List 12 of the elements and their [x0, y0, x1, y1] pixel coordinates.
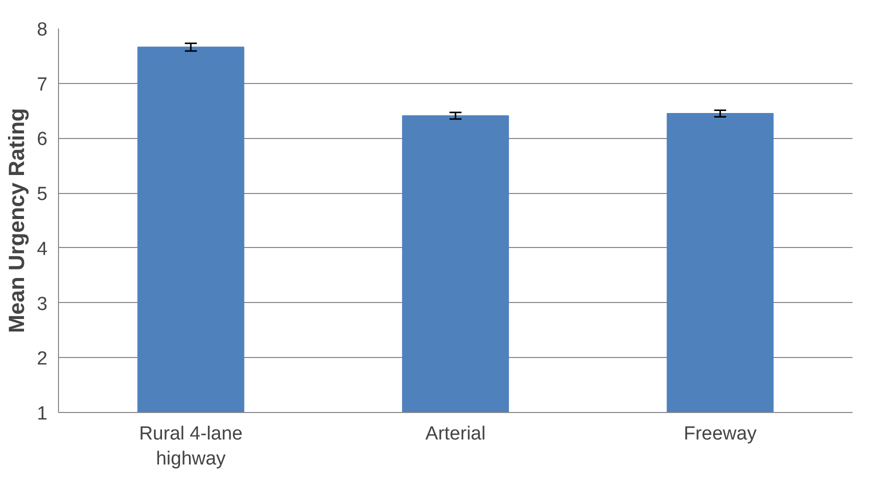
y-tick-label: 3	[36, 294, 48, 315]
x-tick-label: Freeway	[684, 424, 758, 444]
y-axis-title: Mean Urgency Rating	[4, 108, 29, 333]
y-tick-label: 7	[36, 74, 48, 96]
y-tick-label: 5	[36, 184, 48, 206]
y-tick-label: 2	[36, 348, 48, 370]
x-tick-label: Arterial	[425, 424, 486, 444]
y-tick-label: 8	[36, 20, 48, 40]
y-tick-label: 1	[36, 404, 48, 424]
x-tick-label: Rural 4-lane highway	[139, 424, 243, 470]
y-tick-label: 6	[36, 129, 48, 150]
y-tick-label: 4	[36, 238, 48, 260]
